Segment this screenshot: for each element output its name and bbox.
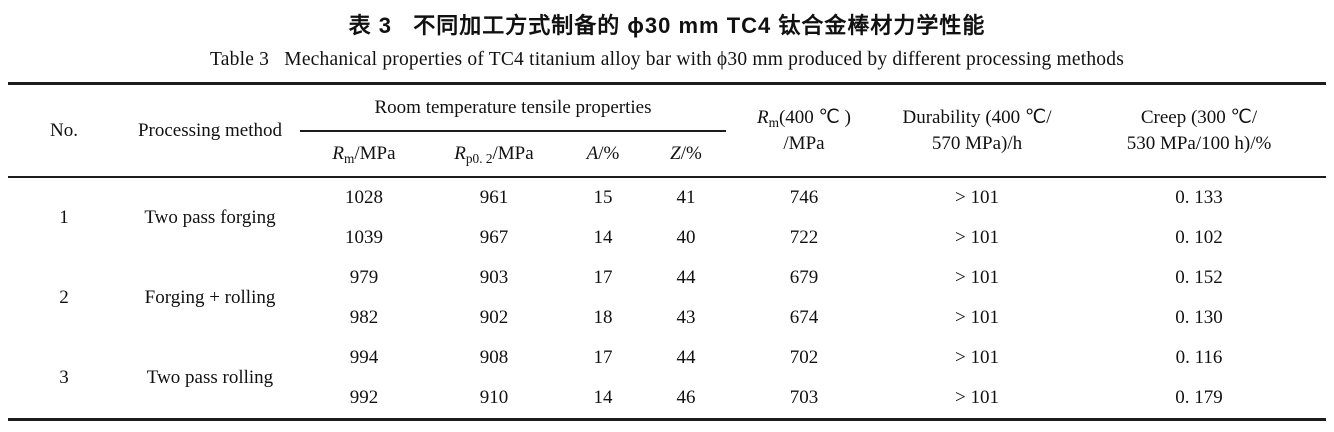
header-durability-line2: 570 MPa)/h xyxy=(931,132,1023,154)
cell-elongation: 17 xyxy=(593,267,613,289)
cell-rm400: 722 xyxy=(789,227,819,249)
cell-creep: 0. 152 xyxy=(1175,267,1223,289)
cell-processing-method: Forging + rolling xyxy=(144,287,276,309)
header-tensile-group: Room temperature tensile properties xyxy=(300,83,726,132)
cell-rp02: 908 xyxy=(479,347,509,369)
header-rp02: Rp0. 2/MPa xyxy=(454,143,534,167)
table-row: 1 Two pass forging 1028 961 15 41 746 > … xyxy=(8,177,1326,228)
cell-rm: 994 xyxy=(349,347,379,369)
cell-processing-method: Two pass rolling xyxy=(146,367,274,389)
cell-creep: 0. 179 xyxy=(1175,387,1223,409)
cell-reduction: 43 xyxy=(676,307,696,329)
cell-rp02: 903 xyxy=(479,267,509,289)
cell-rm400: 679 xyxy=(789,267,819,289)
cell-rp02: 961 xyxy=(479,187,509,209)
header-elongation: A/% xyxy=(586,143,620,165)
header-rm-400: Rm(400 ℃ ) /MPa xyxy=(726,84,882,178)
table-title-chinese: 表 3 不同加工方式制备的 ϕ30 mm TC4 钛合金棒材力学性能 xyxy=(348,13,986,38)
table-row: 3 Two pass rolling 994 908 17 44 702 > 1… xyxy=(8,338,1326,388)
table-title-english: Table 3 Mechanical properties of TC4 tit… xyxy=(210,49,1124,70)
cell-reduction: 46 xyxy=(676,387,696,409)
cell-rm400: 703 xyxy=(789,387,819,409)
header-reduction-of-area: Z/% xyxy=(670,143,702,165)
cell-reduction: 44 xyxy=(676,347,696,369)
cell-elongation: 18 xyxy=(593,307,613,329)
cell-rp02: 902 xyxy=(479,307,509,329)
header-creep-line2: 530 MPa/100 h)/% xyxy=(1126,132,1272,154)
cell-reduction: 44 xyxy=(676,267,696,289)
cell-rm: 1028 xyxy=(345,187,383,209)
table-body: 1 Two pass forging 1028 961 15 41 746 > … xyxy=(8,177,1326,420)
cell-rp02: 910 xyxy=(479,387,509,409)
header-creep: Creep (300 ℃/ 530 MPa/100 h)/% xyxy=(1072,84,1326,178)
cell-processing-method: Two pass forging xyxy=(144,207,276,229)
cell-durability: > 101 xyxy=(955,267,999,289)
cell-no: 1 xyxy=(59,207,69,229)
header-rm-400-line1: Rm(400 ℃ ) xyxy=(757,106,851,131)
cell-durability: > 101 xyxy=(955,387,999,409)
cell-durability: > 101 xyxy=(955,347,999,369)
cell-durability: > 101 xyxy=(955,187,999,209)
cell-reduction: 41 xyxy=(676,187,696,209)
cell-elongation: 17 xyxy=(593,347,613,369)
table-row: 982 902 18 43 674 > 101 0. 130 xyxy=(8,298,1326,338)
cell-rm400: 702 xyxy=(789,347,819,369)
header-no: No. xyxy=(50,119,78,141)
cell-durability: > 101 xyxy=(955,227,999,249)
cell-rm: 1039 xyxy=(345,227,383,249)
cell-rm: 979 xyxy=(349,267,379,289)
cell-reduction: 40 xyxy=(676,227,696,249)
cell-creep: 0. 116 xyxy=(1175,347,1223,369)
header-rm: Rm/MPa xyxy=(332,143,396,167)
cell-creep: 0. 102 xyxy=(1175,227,1223,249)
table-row: 992 910 14 46 703 > 101 0. 179 xyxy=(8,378,1326,420)
cell-elongation: 14 xyxy=(593,387,613,409)
cell-creep: 0. 130 xyxy=(1175,307,1223,329)
cell-elongation: 14 xyxy=(593,227,613,249)
header-processing-method: Processing method xyxy=(137,119,283,141)
cell-rm: 982 xyxy=(349,307,379,329)
table-row: 1039 967 14 40 722 > 101 0. 102 xyxy=(8,218,1326,258)
cell-creep: 0. 133 xyxy=(1175,187,1223,209)
table-header: No. Processing method Room temperature t… xyxy=(8,83,1326,178)
cell-rm400: 674 xyxy=(789,307,819,329)
header-durability: Durability (400 ℃/ 570 MPa)/h xyxy=(882,84,1072,178)
cell-no: 2 xyxy=(59,287,69,309)
cell-rm: 992 xyxy=(349,387,379,409)
cell-rm400: 746 xyxy=(789,187,819,209)
cell-rp02: 967 xyxy=(479,227,509,249)
cell-elongation: 15 xyxy=(593,187,613,209)
header-rm-400-line2: /MPa xyxy=(783,132,825,154)
cell-no: 3 xyxy=(59,367,69,389)
header-creep-line1: Creep (300 ℃/ xyxy=(1140,106,1258,128)
header-durability-line1: Durability (400 ℃/ xyxy=(902,106,1052,128)
mechanical-properties-table: No. Processing method Room temperature t… xyxy=(8,82,1326,421)
table-row: 2 Forging + rolling 979 903 17 44 679 > … xyxy=(8,258,1326,308)
cell-durability: > 101 xyxy=(955,307,999,329)
